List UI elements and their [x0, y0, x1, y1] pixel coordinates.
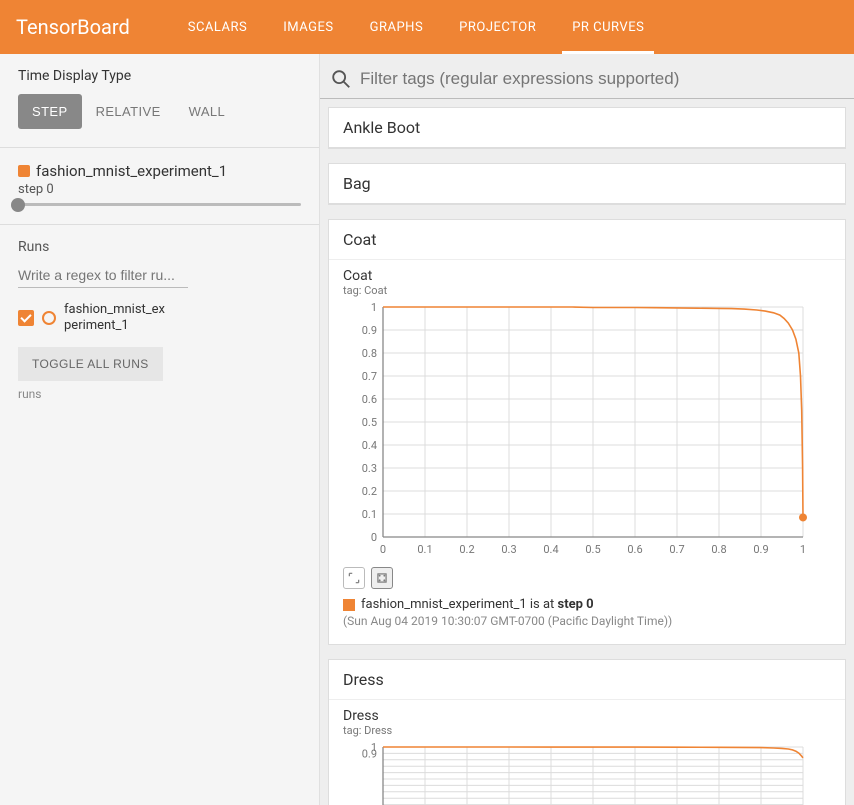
panel-body: Coattag: Coat 0 0.1 0.2 0.3 0.4 0.5 0.6 0.7 0.8 0.…	[329, 260, 845, 644]
time-mode-wall[interactable]: WALL	[175, 94, 240, 129]
runs-label: Runs	[18, 239, 301, 255]
svg-text:0.8: 0.8	[711, 543, 726, 556]
svg-text:1: 1	[800, 543, 806, 556]
legend-mid: is at	[527, 597, 558, 612]
run-header: fashion_mnist_experiment_1 step 0	[0, 162, 319, 197]
expand-icon[interactable]	[343, 567, 365, 589]
tab-projector[interactable]: PROJECTOR	[441, 0, 554, 54]
tab-graphs[interactable]: GRAPHS	[352, 0, 442, 54]
tab-images[interactable]: IMAGES	[265, 0, 351, 54]
svg-text:0.1: 0.1	[362, 508, 377, 521]
main-area: Ankle BootBagCoatCoattag: Coat00.10.20.3…	[320, 54, 854, 805]
panel-header[interactable]: Bag	[329, 164, 845, 204]
chart-title: Coat	[343, 268, 831, 284]
crop-icon[interactable]	[371, 567, 393, 589]
run-name: fashion_mnist_ex​periment_1	[64, 302, 174, 333]
svg-text:0.2: 0.2	[362, 485, 377, 498]
panel-coat: CoatCoattag: Coat00.10.20.30.40.50.60.70…	[328, 219, 846, 645]
legend-run: fashion_mnist_experiment_1	[361, 597, 527, 612]
time-display-label: Time Display Type	[0, 68, 319, 94]
header-tabs: SCALARSIMAGESGRAPHSPROJECTORPR CURVES	[170, 0, 663, 54]
svg-text:0.7: 0.7	[669, 543, 684, 556]
chart-legend: fashion_mnist_experiment_1 is at step 0	[343, 597, 831, 612]
svg-text:0.3: 0.3	[501, 543, 516, 556]
runs-footnote: runs	[18, 387, 301, 401]
panel-header[interactable]: Ankle Boot	[329, 108, 845, 148]
svg-text:0.1: 0.1	[417, 543, 432, 556]
svg-text:0.2: 0.2	[459, 543, 474, 556]
svg-text:0.3: 0.3	[362, 462, 377, 475]
panel-bag: Bag	[328, 163, 846, 205]
svg-text:0: 0	[371, 531, 377, 544]
panel-header[interactable]: Coat	[329, 220, 845, 260]
tag-filter-input[interactable]	[360, 69, 844, 89]
time-mode-step[interactable]: STEP	[18, 94, 82, 129]
tab-scalars[interactable]: SCALARS	[170, 0, 266, 54]
panel-body: Dresstag: Dress0.91	[329, 700, 845, 805]
sidebar: Time Display Type STEPRELATIVEWALL fashi…	[0, 54, 320, 805]
svg-text:0.9: 0.9	[753, 543, 768, 556]
step-slider[interactable]	[0, 197, 319, 220]
svg-text:0.8: 0.8	[362, 347, 377, 360]
time-mode-group: STEPRELATIVEWALL	[0, 94, 319, 143]
panels-container: Ankle BootBagCoatCoattag: Coat00.10.20.3…	[320, 99, 854, 805]
chart-tag-label: tag: Dress	[343, 724, 831, 737]
svg-text:0.9: 0.9	[362, 324, 377, 337]
legend-step: step 0	[558, 597, 594, 612]
divider	[0, 224, 319, 225]
toggle-all-runs-button[interactable]: TOGGLE ALL RUNS	[18, 347, 163, 381]
svg-text:0.6: 0.6	[362, 393, 377, 406]
svg-text:0.6: 0.6	[627, 543, 642, 556]
svg-text:0.5: 0.5	[585, 543, 600, 556]
panel-ankle-boot: Ankle Boot	[328, 107, 846, 149]
tag-filter-bar	[320, 54, 854, 99]
svg-text:1: 1	[371, 741, 377, 754]
run-swatch	[18, 165, 30, 177]
chart-title: Dress	[343, 708, 831, 724]
run-checkbox[interactable]	[18, 310, 34, 326]
panel-dress: DressDresstag: Dress0.91	[328, 659, 846, 805]
runs-filter-input[interactable]	[18, 263, 188, 288]
run-row[interactable]: fashion_mnist_ex​periment_1	[18, 302, 301, 333]
run-title: fashion_mnist_experiment_1	[36, 162, 227, 180]
run-radio[interactable]	[42, 311, 56, 325]
legend-swatch	[343, 599, 355, 611]
chart-tag-label: tag: Coat	[343, 284, 831, 297]
svg-text:1: 1	[371, 301, 377, 314]
time-mode-relative[interactable]: RELATIVE	[82, 94, 175, 129]
chart-timestamp: (Sun Aug 04 2019 10:30:07 GMT-0700 (Paci…	[343, 614, 831, 628]
svg-text:0.5: 0.5	[362, 416, 377, 429]
step-label: step 0	[18, 182, 301, 197]
tab-pr-curves[interactable]: PR CURVES	[554, 0, 662, 54]
search-icon	[330, 68, 352, 90]
panel-header[interactable]: Dress	[329, 660, 845, 700]
divider	[0, 147, 319, 148]
svg-text:0: 0	[380, 543, 386, 556]
svg-text:0.7: 0.7	[362, 370, 377, 383]
app-header: TensorBoard SCALARSIMAGESGRAPHSPROJECTOR…	[0, 0, 854, 54]
svg-text:0.4: 0.4	[543, 543, 558, 556]
svg-text:0.4: 0.4	[362, 439, 377, 452]
brand-title: TensorBoard	[16, 15, 130, 39]
